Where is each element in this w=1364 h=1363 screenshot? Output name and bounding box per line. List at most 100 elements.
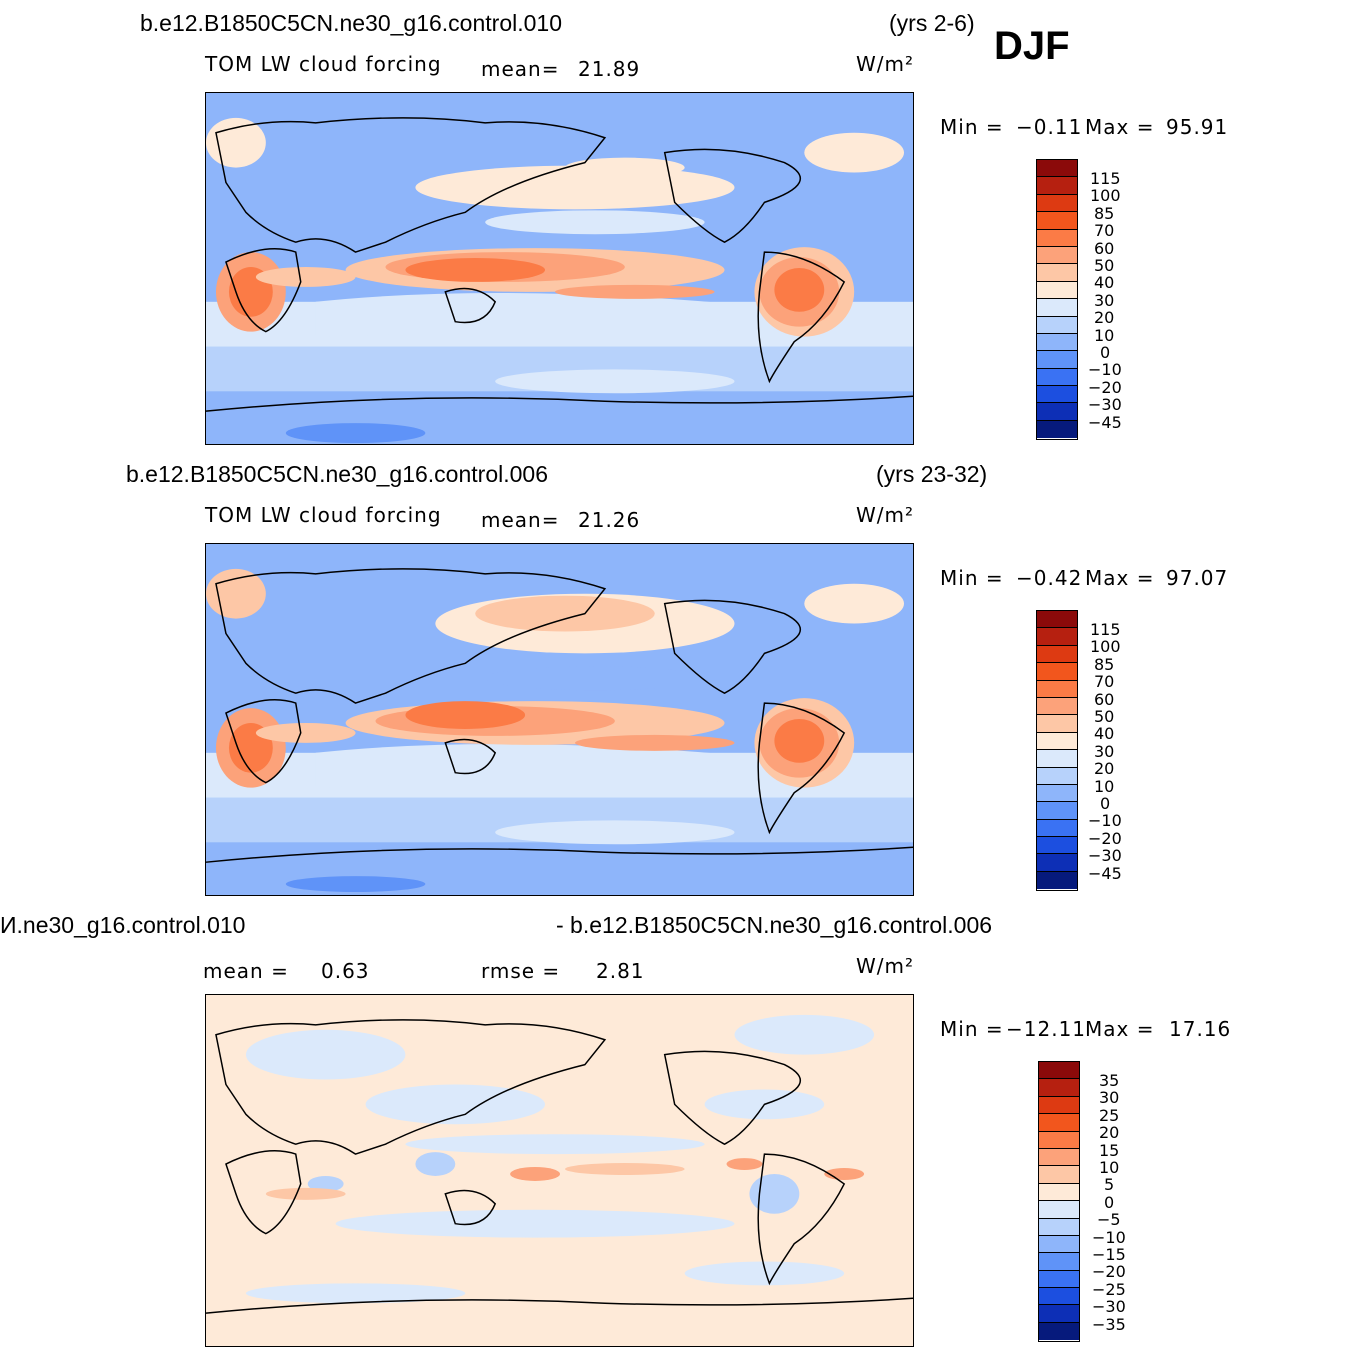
colorbar-tick-label: 20	[1099, 1123, 1120, 1142]
panel-2-colorbar-swatch	[1037, 854, 1077, 872]
colorbar-tick-label: 30	[1094, 742, 1115, 761]
panel-2-colorbar-swatch	[1037, 628, 1077, 646]
colorbar-tick-label: 100	[1090, 186, 1121, 205]
colorbar-tick-label: 40	[1094, 273, 1115, 292]
colorbar-tick-label: −25	[1092, 1280, 1126, 1299]
panel-2-mean-label: mean=	[481, 508, 560, 532]
colorbar-tick-label: −20	[1088, 378, 1122, 397]
panel-2-colorbar-swatch	[1037, 645, 1077, 664]
panel-2-colorbar	[1036, 610, 1078, 891]
panel-3-colorbar	[1038, 1061, 1080, 1342]
panel-1-min-value: −0.11	[1016, 115, 1083, 139]
colorbar-tick-label: 115	[1090, 620, 1121, 639]
panel-2-min-label: Min =	[940, 566, 1004, 590]
panel-3-colorbar-swatch	[1039, 1201, 1079, 1219]
panel-3-colorbar-swatch	[1039, 1183, 1079, 1202]
panel-1-colorbar	[1036, 159, 1078, 440]
panel-2-map	[205, 543, 914, 896]
panel-2-map-svg	[206, 544, 913, 895]
panel-3-colorbar-swatch	[1039, 1079, 1079, 1097]
panel-1-colorbar-swatch	[1037, 386, 1077, 404]
panel-3-mean-value: 0.63	[321, 959, 370, 983]
panel-2-colorbar-swatch	[1037, 611, 1077, 629]
panel-2-units: W/m²	[856, 503, 915, 527]
colorbar-tick-label: 100	[1090, 637, 1121, 656]
panel-3-rmse-value: 2.81	[596, 959, 645, 983]
panel-1-colorbar-swatch	[1037, 229, 1077, 247]
colorbar-tick-label: 40	[1094, 724, 1115, 743]
panel-2-colorbar-swatch	[1037, 732, 1077, 751]
colorbar-tick-label: 35	[1099, 1071, 1120, 1090]
panel-3-colorbar-swatch	[1039, 1288, 1079, 1306]
panel-3-case-right: - b.e12.B1850C5CN.ne30_g16.control.006	[556, 912, 993, 938]
panel-2-variable: TOM LW cloud forcing	[205, 503, 442, 527]
panel-2-colorbar-swatch	[1037, 767, 1077, 785]
colorbar-tick-label: 25	[1099, 1106, 1120, 1125]
colorbar-tick-label: 85	[1094, 655, 1115, 674]
colorbar-tick-label: 115	[1090, 169, 1121, 188]
panel-3-mean-label: mean =	[203, 959, 289, 983]
panel-2-colorbar-swatch	[1037, 784, 1077, 803]
panel-3-min-label: Min =	[940, 1017, 1004, 1041]
panel-3-colorbar-swatch	[1039, 1148, 1079, 1167]
colorbar-tick-label: 70	[1094, 221, 1115, 240]
panel-3-colorbar-swatch	[1039, 1062, 1079, 1080]
colorbar-tick-label: 70	[1094, 672, 1115, 691]
panel-2-colorbar-swatch	[1037, 871, 1077, 890]
panel-1-map	[205, 92, 914, 445]
panel-2-colorbar-swatch	[1037, 837, 1077, 855]
panel-3-min-value: −12.11	[1006, 1017, 1087, 1041]
colorbar-tick-label: −30	[1088, 395, 1122, 414]
panel-2-colorbar-swatch	[1037, 715, 1077, 733]
panel-2-max-label: Max =	[1085, 566, 1155, 590]
colorbar-tick-label: 60	[1094, 690, 1115, 709]
panel-1-mean-value: 21.89	[578, 57, 641, 81]
panel-2-colorbar-swatch	[1037, 819, 1077, 838]
panel-1-variable: TOM LW cloud forcing	[205, 52, 442, 76]
panel-1-colorbar-swatch	[1037, 264, 1077, 282]
colorbar-tick-label: 5	[1104, 1175, 1115, 1194]
panel-2-colorbar-swatch	[1037, 663, 1077, 681]
colorbar-tick-label: −10	[1088, 811, 1122, 830]
colorbar-tick-label: 85	[1094, 204, 1115, 223]
panel-3-colorbar-swatch	[1039, 1253, 1079, 1271]
colorbar-tick-label: 0	[1100, 794, 1111, 813]
colorbar-tick-label: 30	[1099, 1088, 1120, 1107]
panel-1-colorbar-swatch	[1037, 177, 1077, 195]
colorbar-tick-label: −20	[1088, 829, 1122, 848]
colorbar-tick-label: −45	[1088, 864, 1122, 883]
panel-3-colorbar-swatch	[1039, 1096, 1079, 1115]
colorbar-tick-label: 10	[1094, 326, 1115, 345]
panel-3-colorbar-swatch	[1039, 1114, 1079, 1132]
panel-1-colorbar-swatch	[1037, 316, 1077, 334]
colorbar-tick-label: 10	[1094, 777, 1115, 796]
panel-1-colorbar-swatch	[1037, 160, 1077, 178]
colorbar-tick-label: −10	[1088, 360, 1122, 379]
panel-3-max-label: Max =	[1085, 1017, 1155, 1041]
colorbar-tick-label: 10	[1099, 1158, 1120, 1177]
colorbar-tick-label: −30	[1088, 846, 1122, 865]
colorbar-tick-label: −15	[1092, 1245, 1126, 1264]
season-label: DJF	[994, 24, 1070, 68]
panel-1-mean-label: mean=	[481, 57, 560, 81]
panel-3-map	[205, 994, 914, 1347]
colorbar-tick-label: 60	[1094, 239, 1115, 258]
panel-1-colorbar-swatch	[1037, 194, 1077, 213]
panel-3-colorbar-swatch	[1039, 1166, 1079, 1184]
panel-3-case-left: И.ne30_g16.control.010	[0, 912, 246, 938]
panel-2-max-value: 97.07	[1166, 566, 1229, 590]
panel-1-case-name: b.e12.B1850C5CN.ne30_g16.control.010	[140, 10, 562, 36]
panel-2-colorbar-swatch	[1037, 697, 1077, 716]
panel-2-colorbar-swatch	[1037, 750, 1077, 768]
panel-3-colorbar-swatch	[1039, 1131, 1079, 1149]
panel-3-colorbar-swatch	[1039, 1218, 1079, 1236]
panel-1-colorbar-swatch	[1037, 281, 1077, 300]
panel-3-map-svg	[206, 995, 913, 1346]
panel-3-colorbar-swatch	[1039, 1322, 1079, 1341]
panel-2-colorbar-swatch	[1037, 680, 1077, 698]
colorbar-tick-label: 20	[1094, 759, 1115, 778]
panel-2-colorbar-swatch	[1037, 802, 1077, 820]
panel-2-years: (yrs 23-32)	[876, 461, 988, 487]
panel-1-colorbar-swatch	[1037, 351, 1077, 369]
colorbar-tick-label: −30	[1092, 1297, 1126, 1316]
